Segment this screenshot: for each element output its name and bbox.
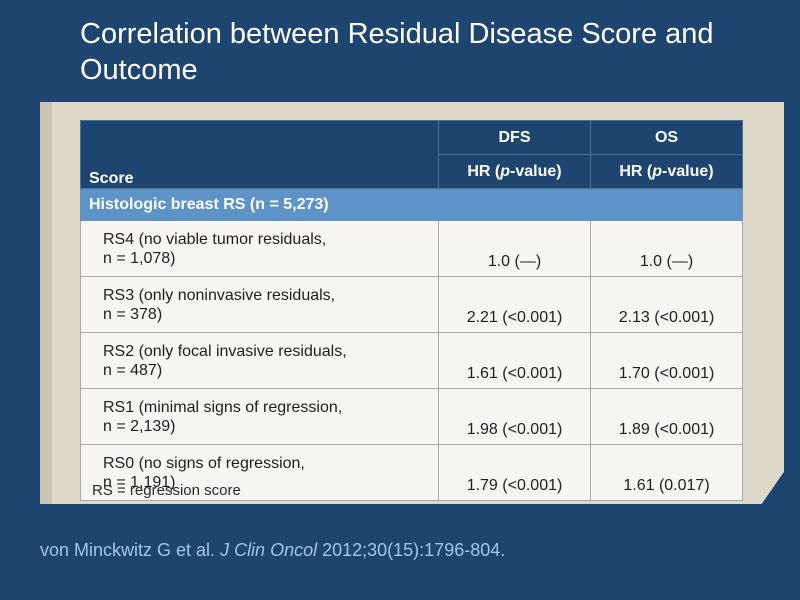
citation-journal: J Clin Oncol	[220, 540, 318, 560]
hr-p: p	[652, 162, 663, 180]
hr-p: p	[500, 162, 511, 180]
table-row: RS4 (no viable tumor residuals, n = 1,078…	[80, 220, 743, 277]
header-row-1: Score DFS OS	[80, 120, 743, 189]
table-row: RS3 (only noninvasive residuals, n = 378)…	[80, 276, 743, 333]
score-cell: RS1 (minimal signs of regression, n = 2,1…	[80, 388, 439, 445]
table-row: RS2 (only focal invasive residuals, n = 4…	[80, 332, 743, 389]
dfs-hr-cell: 1.0 (—)	[438, 220, 591, 277]
hr-prefix: HR (	[467, 162, 501, 180]
os-hr-subheader: HR (p-value)	[590, 154, 743, 189]
hr-suffix: -value)	[510, 162, 562, 180]
hr-suffix: -value)	[662, 162, 714, 180]
section-label: Histologic breast RS (n = 5,273)	[80, 188, 743, 221]
score-cell: RS2 (only focal invasive residuals, n = 4…	[80, 332, 439, 389]
dfs-hr-cell: 1.61 (<0.001)	[438, 332, 591, 389]
score-cell: RS3 (only noninvasive residuals, n = 378)	[80, 276, 439, 333]
section-row: Histologic breast RS (n = 5,273)	[80, 188, 743, 221]
dfs-hr-cell: 1.98 (<0.001)	[438, 388, 591, 445]
os-column-header: OS	[590, 120, 743, 155]
dfs-hr-subheader: HR (p-value)	[438, 154, 591, 189]
results-table: Score DFS OS HR (p-value) HR (p-value) H…	[80, 120, 743, 501]
footnote: RS = regression score	[92, 482, 241, 499]
slide-title: Correlation between Residual Disease Sco…	[80, 18, 714, 86]
dfs-hr-cell: 2.21 (<0.001)	[438, 276, 591, 333]
citation-authors: von Minckwitz G et al.	[40, 540, 221, 560]
header-row-2: HR (p-value) HR (p-value)	[81, 154, 743, 189]
citation-details: 2012;30(15):1796-804.	[317, 540, 506, 560]
score-column-header: Score	[80, 120, 439, 189]
hr-prefix: HR (	[619, 162, 653, 180]
table-row: RS0 (no signs of regression, n = 1,191) 1.…	[80, 444, 743, 501]
os-hr-cell: 1.61 (0.017)	[590, 444, 743, 501]
os-hr-cell: 1.0 (—)	[590, 220, 743, 277]
os-hr-cell: 1.70 (<0.001)	[590, 332, 743, 389]
os-hr-cell: 1.89 (<0.001)	[590, 388, 743, 445]
dfs-column-header: DFS	[438, 120, 591, 155]
os-hr-cell: 2.13 (<0.001)	[590, 276, 743, 333]
citation: von Minckwitz G et al. J Clin Oncol 2012…	[40, 540, 505, 561]
dfs-hr-cell: 1.79 (<0.001)	[438, 444, 591, 501]
table-row: RS1 (minimal signs of regression, n = 2,1…	[80, 388, 743, 445]
score-cell: RS4 (no viable tumor residuals, n = 1,078…	[80, 220, 439, 277]
score-cell: RS0 (no signs of regression, n = 1,191)	[80, 444, 439, 501]
